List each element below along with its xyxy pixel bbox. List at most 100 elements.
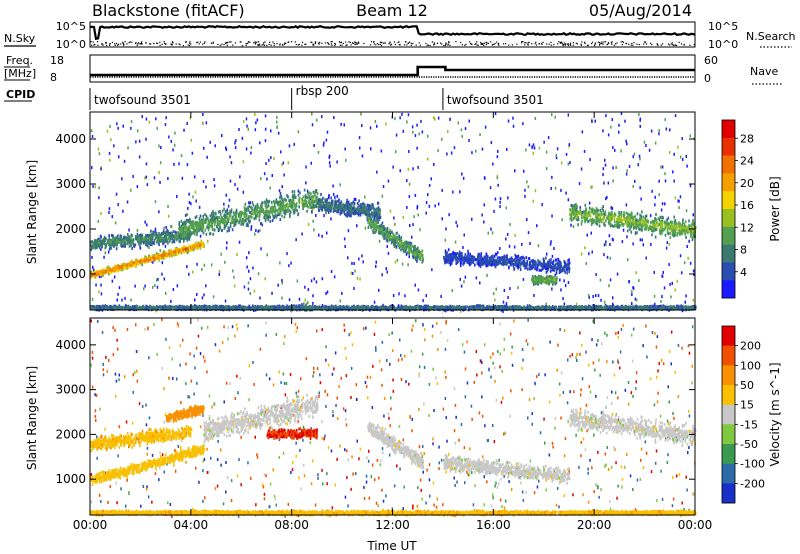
range-gate-cell [455,255,458,259]
range-gate-cell [287,205,290,209]
range-gate-cell [271,200,273,204]
range-gate-cell [286,202,288,206]
noise-search-point [394,43,396,45]
range-gate-cell [655,228,658,231]
range-gate-cell [464,253,467,257]
range-gate-cell [580,222,583,226]
range-gate-cell [192,248,195,252]
range-gate-cell [94,240,96,244]
range-gate-cell [323,141,325,145]
range-gate-cell [136,262,138,266]
range-gate-cell [354,198,357,201]
range-gate-cell [332,208,335,212]
range-gate-cell [497,183,499,187]
range-gate-cell [529,242,531,245]
range-gate-cell [674,114,677,118]
range-gate-cell [378,208,381,212]
noise-search-point [378,44,380,46]
noise-search-point [469,41,471,43]
range-gate-cell [316,196,318,200]
range-gate-cell [460,284,463,288]
range-gate-cell [252,210,255,214]
range-gate-cell [112,234,114,238]
range-gate-cell [531,145,534,149]
range-gate-cell [184,247,187,251]
range-gate-cell [107,270,109,274]
range-gate-cell [201,296,204,300]
range-gate-cell [173,162,175,166]
range-gate-cell [278,203,280,207]
range-gate-cell [179,226,182,230]
range-gate-cell [381,232,384,236]
range-gate-cell [294,195,296,199]
noise-search-point [159,41,161,43]
range-gate-cell [502,260,505,264]
range-gate-cell [192,228,195,232]
range-gate-cell [279,218,282,222]
range-gate-cell [179,237,182,241]
range-gate-cell [454,252,456,255]
range-gate-cell [560,288,562,292]
range-gate-cell [395,245,398,249]
range-gate-cell [241,136,244,140]
range-gate-cell [417,246,419,250]
range-gate-cell [128,228,130,232]
range-gate-cell [281,163,283,167]
range-gate-cell [474,263,476,267]
range-gate-cell [266,215,268,219]
range-gate-cell [540,274,542,278]
range-gate-cell [243,214,246,218]
range-gate-cell [330,206,333,210]
range-gate-cell [383,225,385,229]
range-gate-cell [269,215,271,219]
range-gate-cell [252,203,255,207]
power-scatter [90,112,697,313]
range-gate-cell [394,235,396,239]
range-gate-cell [686,245,688,248]
range-gate-cell [271,211,274,215]
range-gate-cell [676,231,679,235]
range-gate-cell [233,213,235,217]
range-gate-cell [176,195,178,198]
noise-search-point [247,42,249,44]
range-gate-cell [645,256,647,260]
noise-search-point [345,44,347,46]
range-gate-cell [262,208,264,212]
noise-search-point [298,43,300,45]
range-gate-cell [418,132,420,136]
range-gate-cell [406,120,408,124]
range-gate-cell [327,211,330,214]
range-gate-cell [413,251,415,255]
range-gate-cell [164,244,167,248]
range-gate-cell [478,263,480,267]
range-gate-cell [452,258,454,262]
range-gate-cell [243,206,246,210]
range-gate-cell [158,258,160,262]
range-gate-cell [115,247,118,251]
range-gate-cell [633,152,636,156]
range-gate-cell [211,220,213,224]
range-gate-cell [294,196,297,199]
range-gate-cell [337,199,340,203]
noise-search-point [587,44,589,46]
range-gate-cell [279,195,281,199]
range-gate-cell [284,209,286,213]
range-gate-cell [162,232,165,236]
range-gate-cell [161,272,163,276]
range-gate-cell [408,255,410,259]
range-gate-cell [346,214,348,218]
range-gate-cell [399,116,401,120]
range-gate-cell [202,245,204,248]
range-gate-cell [328,194,330,198]
range-gate-cell [279,199,282,203]
range-gate-cell [203,293,205,297]
range-gate-cell [451,261,453,265]
range-gate-cell [515,260,517,264]
range-gate-cell [375,212,378,216]
range-gate-cell [261,223,264,227]
noise-search-point [680,43,683,45]
range-gate-cell [692,213,694,217]
range-gate-cell [194,223,197,227]
range-gate-cell [567,162,570,166]
range-gate-cell [250,209,253,213]
